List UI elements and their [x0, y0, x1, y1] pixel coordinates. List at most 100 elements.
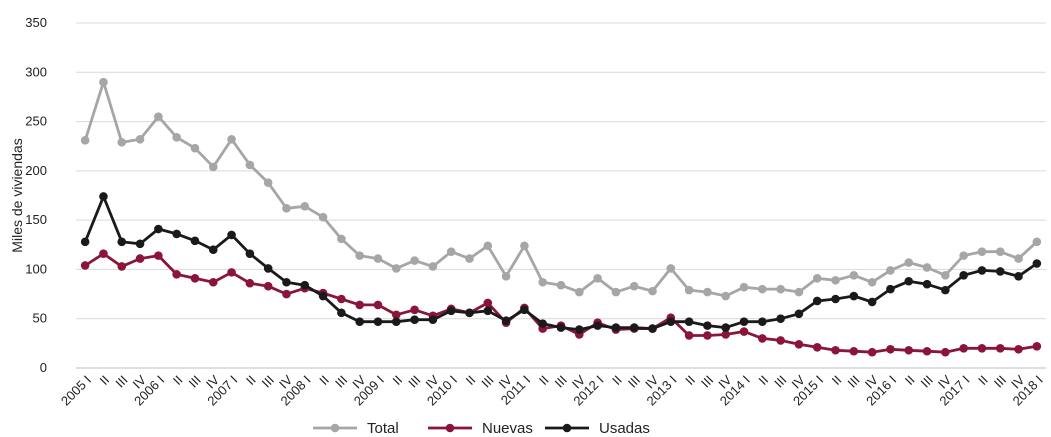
data-point [739, 317, 749, 326]
data-point [922, 279, 932, 289]
data-point [812, 274, 822, 283]
series-group [80, 77, 1042, 357]
data-point [648, 286, 657, 296]
x-tick-label: II [756, 372, 772, 388]
data-point [959, 251, 968, 260]
data-point [263, 281, 273, 291]
x-tick-label: II [536, 372, 552, 388]
data-point [300, 202, 310, 211]
data-point [1032, 237, 1042, 247]
data-point [282, 277, 291, 287]
data-point [154, 112, 163, 121]
y-axis-title: Miles de viviendas [9, 138, 25, 252]
legend-label: Nuevas [482, 420, 533, 437]
data-point [648, 324, 657, 333]
data-point [794, 309, 804, 319]
data-point [831, 345, 840, 355]
data-point [483, 241, 493, 251]
data-point [428, 262, 438, 271]
data-point [135, 254, 145, 263]
data-point [941, 271, 950, 280]
data-point [739, 327, 749, 336]
data-point [483, 306, 493, 316]
x-tick-label: III [478, 372, 496, 390]
data-point [245, 278, 255, 288]
data-point [227, 230, 236, 240]
data-point [703, 287, 712, 297]
series-line [83, 80, 1038, 298]
data-point [831, 294, 840, 304]
data-point [886, 266, 895, 275]
data-point [428, 315, 438, 325]
data-point [318, 291, 328, 301]
data-point [465, 254, 474, 263]
y-axis: 0 50 100 150 200 250 300 350 [25, 15, 47, 375]
x-tick-label: II [463, 372, 479, 388]
y-tick-label: 0 [40, 360, 47, 375]
data-point [135, 135, 145, 144]
data-point [812, 296, 822, 306]
legend: Total Nuevas Usadas [313, 420, 650, 437]
data-point [977, 266, 987, 275]
x-tick-label: II [316, 372, 332, 388]
data-point [483, 298, 493, 308]
series-usadas [80, 192, 1042, 334]
data-point [886, 344, 895, 354]
legend-item-total: Total [313, 420, 399, 437]
data-point [190, 143, 200, 153]
data-point [739, 282, 749, 292]
data-point [373, 300, 383, 310]
data-point [684, 317, 694, 326]
data-point [135, 239, 145, 249]
legend-label: Usadas [599, 420, 650, 437]
data-point [80, 136, 90, 145]
data-point [263, 264, 273, 273]
data-point [959, 343, 968, 353]
data-point [995, 267, 1005, 276]
data-point [922, 263, 932, 272]
data-point [410, 256, 419, 265]
y-tick-label: 300 [25, 64, 47, 79]
data-point [703, 331, 712, 340]
data-point [117, 262, 127, 271]
data-point [520, 305, 529, 315]
data-point [117, 137, 127, 147]
data-point [721, 330, 731, 339]
data-point [99, 192, 108, 201]
data-point [629, 323, 639, 332]
data-point [575, 325, 584, 334]
data-point [867, 347, 877, 357]
data-point [391, 310, 401, 320]
data-point [849, 346, 859, 356]
data-point [190, 274, 200, 283]
x-tick-label: II [97, 372, 113, 388]
x-tick-label: II [170, 372, 186, 388]
data-point [977, 247, 987, 256]
legend-swatch-marker [330, 423, 340, 433]
y-tick-label: 350 [25, 15, 47, 30]
x-tick-label: III [625, 372, 643, 390]
legend-item-nuevas: Nuevas [428, 420, 533, 437]
data-point [538, 277, 547, 287]
data-point [373, 254, 383, 263]
data-point [154, 251, 163, 260]
x-tick-label: II [829, 372, 845, 388]
data-point [117, 237, 127, 247]
x-tick-label: II [975, 372, 991, 388]
data-point [904, 258, 914, 267]
data-point [812, 343, 822, 352]
data-point [703, 321, 712, 330]
data-point [849, 291, 859, 301]
data-point [172, 270, 181, 279]
data-point [977, 343, 987, 353]
data-point [337, 294, 346, 304]
data-point [410, 315, 419, 325]
data-point [758, 284, 767, 294]
data-point [611, 287, 621, 297]
data-point [922, 346, 932, 356]
x-tick-label: III [918, 372, 936, 390]
x-tick-label: II [389, 372, 405, 388]
data-point [1014, 344, 1023, 354]
data-point [172, 229, 181, 239]
